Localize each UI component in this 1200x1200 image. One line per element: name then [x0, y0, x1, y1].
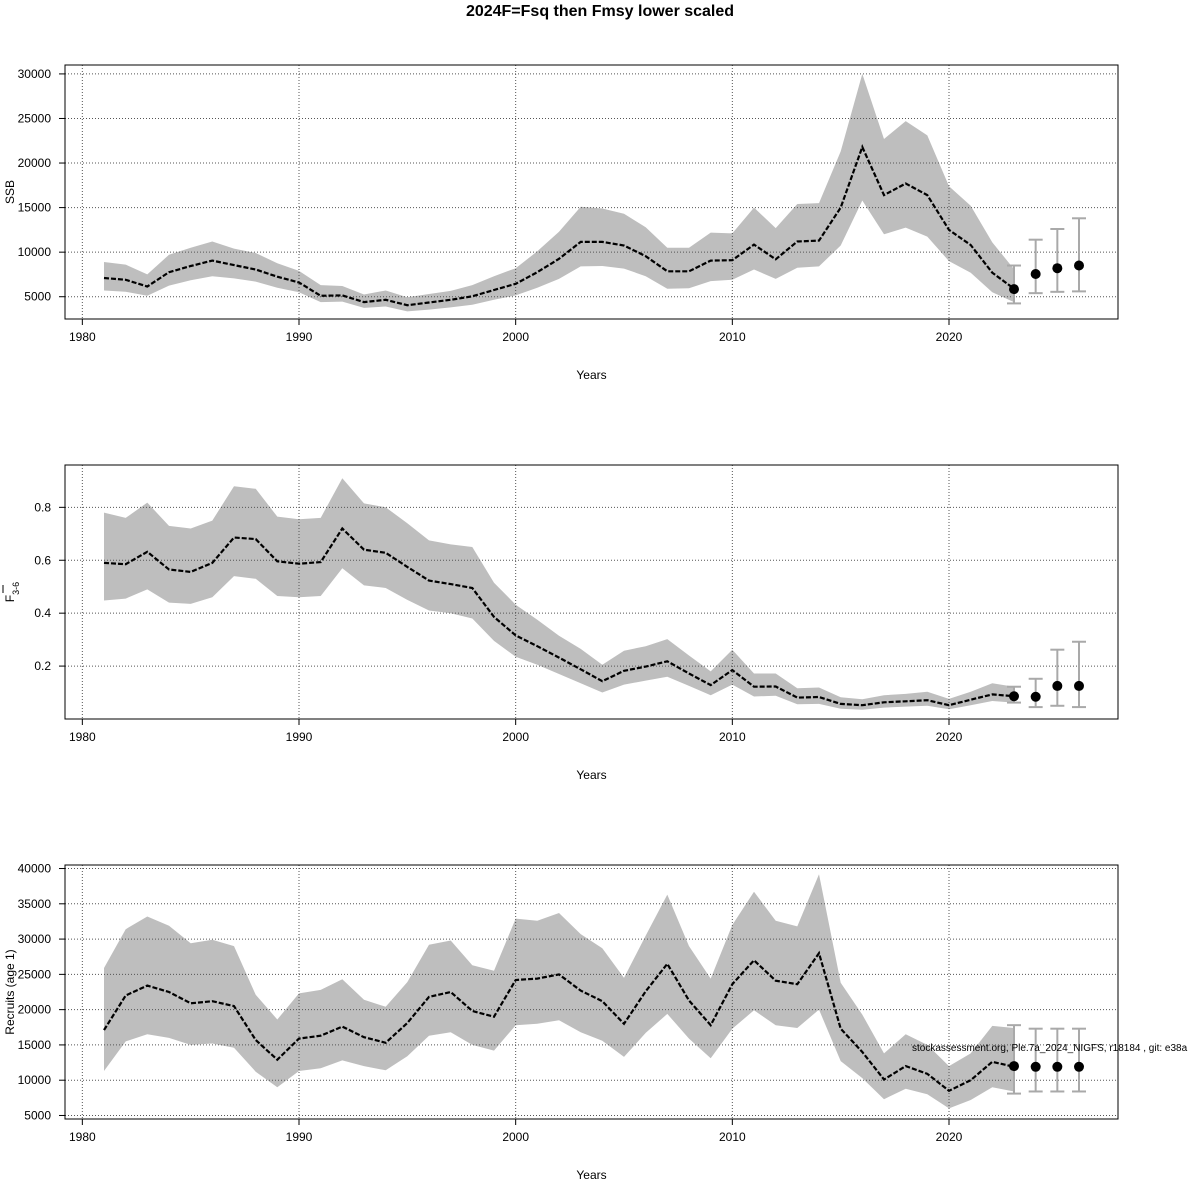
recruits-x-tick-label-1990: 1990	[286, 1130, 313, 1144]
fbar-x-tick-label-2020: 2020	[936, 730, 963, 744]
ssb-forecast-point-2026	[1074, 260, 1084, 271]
recruits-y-axis-label: Recruits (age 1)	[3, 949, 17, 1034]
ssb-y-tick-label-25000: 25000	[18, 111, 52, 125]
fbar-forecast-point-2024	[1030, 691, 1041, 702]
recruits-forecast-point-2025	[1052, 1061, 1063, 1072]
recruits-forecast-point-2024	[1030, 1061, 1041, 1072]
fbar-forecast-point-2025	[1052, 680, 1063, 691]
fbar-panel: 1980 1990 2000 2010 20200.20.40.60.8YearsF3-…	[2, 464, 1119, 782]
recruits-y-tick-label-10000: 10000	[18, 1073, 52, 1087]
fbar-x-tick-label-1990: 1990	[286, 730, 313, 744]
recruits-y-tick-label-15000: 15000	[18, 1038, 52, 1052]
recruits-estimate-line	[103, 950, 1015, 1093]
recruits-y-tick-label-35000: 35000	[18, 897, 52, 911]
recruits-x-tick-label-1980: 1980	[69, 1130, 96, 1144]
fbar-plot-frame	[64, 464, 1119, 720]
fbar-forecast-point-2026	[1074, 680, 1084, 691]
recruits-forecast-point-2026	[1074, 1061, 1084, 1072]
ssb-estimate-line	[103, 144, 1015, 307]
fbar-y-tick-label-0.6: 0.6	[34, 553, 51, 567]
ssb-x-tick-label-1980: 1980	[69, 330, 96, 344]
recruits-x-tick-label-2020: 2020	[936, 1130, 963, 1144]
ssb-y-tick-label-20000: 20000	[18, 156, 52, 170]
ssb-confidence-band	[104, 73, 1014, 312]
ssb-panel: 1980 1990 2000 2010 2020 5000 10000 15000 20000 2…	[3, 64, 1119, 382]
ssb-x-tick-label-2000: 2000	[502, 330, 529, 344]
ssb-y-tick-label-15000: 15000	[18, 201, 52, 215]
ssb-forecast-point-2025	[1052, 263, 1063, 274]
recruits-x-tick-label-2000: 2000	[502, 1130, 529, 1144]
recruits-y-tick-label-25000: 25000	[18, 967, 52, 981]
fbar-y-tick-label-0.2: 0.2	[34, 659, 51, 673]
recruits-panel: 1980 1990 2000 2010 2020 5000 10000 15000 20000 2…	[3, 862, 1119, 1182]
ssb-x-tick-label-1990: 1990	[286, 330, 313, 344]
fbar-x-tick-label-2000: 2000	[502, 730, 529, 744]
recruits-y-tick-label-5000: 5000	[24, 1108, 51, 1122]
fbar-estimate-line	[103, 526, 1015, 707]
recruits-x-axis-label: Years	[576, 1168, 606, 1182]
fbar-x-tick-label-1980: 1980	[69, 730, 96, 744]
recruits-forecast-point-2023	[1009, 1061, 1019, 1072]
ssb-y-tick-label-30000: 30000	[18, 67, 52, 81]
ssb-plot-frame	[64, 64, 1119, 320]
recruits-plot-frame	[64, 864, 1119, 1120]
footnote: stockassessment.org, Ple.7a_2024_NIGFS, …	[912, 1043, 1188, 1054]
fbar-forecast-point-2023	[1009, 691, 1019, 702]
recruits-y-tick-label-20000: 20000	[18, 1003, 52, 1017]
fbar-confidence-band	[104, 478, 1014, 710]
ssb-x-tick-label-2020: 2020	[936, 330, 963, 344]
fbar-y-tick-label-0.8: 0.8	[34, 500, 51, 514]
fbar-x-tick-label-2010: 2010	[719, 730, 746, 744]
ssb-x-tick-label-2010: 2010	[719, 330, 746, 344]
ssb-y-tick-label-5000: 5000	[24, 290, 51, 304]
fbar-x-axis-label: Years	[576, 768, 606, 782]
ssb-y-axis-label: SSB	[3, 180, 17, 204]
ssb-x-axis-label: Years	[576, 368, 606, 382]
fbar-y-tick-label-0.4: 0.4	[34, 606, 51, 620]
ssb-y-tick-label-10000: 10000	[18, 245, 52, 259]
ssb-forecast-point-2023	[1009, 284, 1019, 295]
ssb-forecast-point-2024	[1030, 268, 1041, 279]
recruits-confidence-band	[104, 874, 1014, 1109]
chart-title: 2024F=Fsq then Fmsy lower scaled	[466, 3, 734, 20]
recruits-y-tick-label-30000: 30000	[18, 932, 52, 946]
recruits-x-tick-label-2010: 2010	[719, 1130, 746, 1144]
recruits-y-tick-label-40000: 40000	[18, 862, 52, 876]
fbar-y-axis-label-subscript: 3-6	[11, 582, 21, 595]
